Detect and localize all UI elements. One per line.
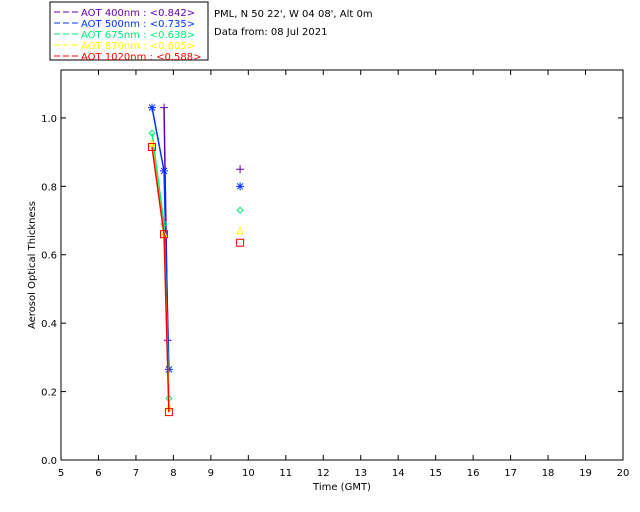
- series-marker-diamond: [148, 129, 156, 137]
- legend-entry: AOT 870nm : <0.605>: [81, 41, 195, 52]
- plot-frame: [60, 69, 624, 461]
- x-tick-label: 19: [579, 468, 592, 479]
- series-marker-asterisk: [164, 365, 173, 374]
- series-marker-asterisk: [148, 103, 157, 112]
- legend-entry: AOT 1020nm : <0.588>: [81, 52, 201, 63]
- x-axis-label: Time (GMT): [312, 482, 371, 493]
- x-tick-label: 18: [542, 468, 555, 479]
- series-marker-diamond: [236, 206, 244, 214]
- series-marker-triangle: [236, 226, 244, 235]
- x-tick-label: 13: [354, 468, 367, 479]
- y-tick-label: 1.0: [41, 114, 57, 125]
- y-axis-label: Aerosol Optical Thickness: [27, 201, 38, 329]
- y-tick-label: 0.8: [41, 182, 57, 193]
- legend-entry: AOT 500nm : <0.735>: [81, 19, 195, 30]
- x-tick-label: 6: [95, 468, 101, 479]
- x-tick-label: 20: [617, 468, 630, 479]
- series-marker-square: [236, 238, 245, 247]
- x-tick-label: 10: [242, 468, 255, 479]
- x-tick-label: 17: [504, 468, 517, 479]
- y-tick-label: 0.0: [41, 456, 57, 467]
- y-tick-label: 0.2: [41, 388, 57, 399]
- series-marker-plus: [160, 103, 169, 112]
- legend-entry: AOT 400nm : <0.842>: [81, 8, 195, 19]
- series-marker-square: [148, 142, 157, 151]
- legend-entry: AOT 675nm : <0.638>: [81, 30, 195, 41]
- x-tick-label: 14: [392, 468, 405, 479]
- series-marker-square: [164, 408, 173, 417]
- y-tick-label: 0.4: [41, 319, 57, 330]
- series-marker-asterisk: [236, 182, 245, 191]
- x-tick-label: 11: [279, 468, 292, 479]
- x-tick-label: 5: [58, 468, 64, 479]
- series-line: [151, 146, 170, 413]
- y-tick-label: 0.6: [41, 251, 57, 262]
- series-marker-asterisk: [160, 166, 169, 175]
- x-tick-label: 12: [317, 468, 330, 479]
- x-tick-label: 7: [133, 468, 139, 479]
- x-tick-label: 16: [467, 468, 480, 479]
- title-location: PML, N 50 22', W 04 08', Alt 0m: [214, 9, 373, 20]
- x-tick-label: 8: [170, 468, 176, 479]
- title-date: Data from: 08 Jul 2021: [214, 27, 327, 38]
- series-marker-square: [160, 230, 169, 239]
- x-tick-label: 15: [429, 468, 442, 479]
- series-marker-plus: [236, 165, 245, 174]
- x-tick-label: 9: [208, 468, 214, 479]
